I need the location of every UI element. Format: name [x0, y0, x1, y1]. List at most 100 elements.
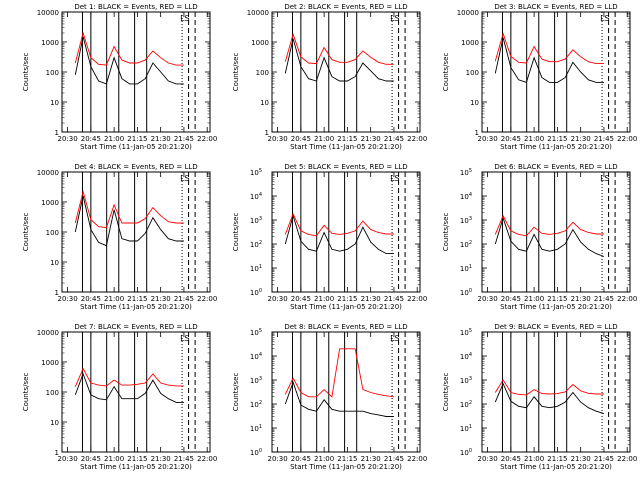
panel-title: Det 1: BLACK = Events, RED = LLD — [74, 3, 197, 11]
series-line-lld — [284, 32, 394, 65]
y-tick-label: 104 — [250, 192, 262, 201]
plot-frame — [61, 171, 211, 293]
y-tick-label: 1 — [265, 129, 269, 137]
y-tick-label: 100 — [460, 448, 472, 457]
y-tick-exponent: 5 — [469, 328, 472, 334]
y-tick-exponent: 4 — [469, 352, 472, 358]
y-tick-label: 103 — [460, 376, 472, 385]
x-tick-label: 21:30 — [361, 295, 381, 303]
panel-title: Det 6: BLACK = Events, RED = LLD — [494, 163, 617, 171]
series-line-lld — [74, 31, 184, 66]
x-tick-label: 22:00 — [407, 455, 427, 463]
y-tick-label: 10000 — [37, 329, 59, 337]
x-tick-label: 20:30 — [57, 135, 77, 143]
x-tick-label: 20:45 — [501, 295, 521, 303]
corner-tag: LS — [600, 174, 610, 183]
y-tick-label: 10000 — [247, 9, 269, 17]
x-tick-label: 21:30 — [361, 455, 381, 463]
y-tick-exponent: 1 — [469, 424, 472, 430]
x-tick-label: 21:00 — [524, 455, 544, 463]
x-tick-label: 22:00 — [407, 135, 427, 143]
y-tick-exponent: 0 — [259, 288, 262, 294]
y-tick-label: 100 — [466, 69, 479, 77]
x-tick-label: 21:15 — [337, 295, 357, 303]
panel-title: Det 3: BLACK = Events, RED = LLD — [494, 3, 617, 11]
corner-tag: LS — [390, 334, 400, 343]
panel-8: Det 8: BLACK = Events, RED = LLDLS100101… — [232, 323, 427, 471]
y-tick-label: 100 — [46, 229, 59, 237]
x-tick-label: 21:00 — [104, 135, 124, 143]
x-tick-label: 21:00 — [314, 455, 334, 463]
plot-frame — [61, 331, 211, 453]
x-axis-label: Start Time (11-Jan-05 20:21:20) — [290, 303, 402, 311]
y-tick-label: 10 — [50, 99, 59, 107]
x-tick-label: 20:30 — [57, 455, 77, 463]
x-tick-label: 21:00 — [104, 295, 124, 303]
panel-title: Det 2: BLACK = Events, RED = LLD — [284, 3, 407, 11]
x-tick-label: 21:15 — [127, 135, 147, 143]
x-axis-label: Start Time (11-Jan-05 20:21:20) — [290, 143, 402, 151]
y-tick-exponent: 2 — [469, 240, 472, 246]
x-tick-label: 21:00 — [314, 135, 334, 143]
corner-tag: LS — [600, 14, 610, 23]
panel-title: Det 7: BLACK = Events, RED = LLD — [74, 323, 197, 331]
y-tick-label: 1000 — [41, 359, 59, 367]
y-tick-label: 100 — [256, 69, 269, 77]
x-tick-label: 22:00 — [617, 295, 637, 303]
x-tick-label: 21:45 — [594, 455, 614, 463]
y-tick-label: 10000 — [457, 9, 479, 17]
plot-frame — [481, 11, 631, 133]
panel-title: Det 5: BLACK = Events, RED = LLD — [284, 163, 407, 171]
series-line-events — [284, 380, 394, 417]
x-axis-label: Start Time (11-Jan-05 20:21:20) — [500, 143, 612, 151]
corner-tag: LS — [390, 14, 400, 23]
corner-tag: LS — [180, 174, 190, 183]
x-tick-label: 21:45 — [384, 135, 404, 143]
x-tick-label: 21:00 — [524, 135, 544, 143]
series-line-events — [284, 214, 394, 255]
y-tick-label: 10 — [50, 419, 59, 427]
x-tick-label: 20:45 — [501, 455, 521, 463]
x-tick-label: 20:30 — [477, 455, 497, 463]
y-tick-exponent: 3 — [259, 216, 262, 222]
y-tick-label: 10 — [470, 99, 479, 107]
y-axis-label: Counts/sec — [22, 373, 30, 412]
x-tick-label: 21:45 — [174, 295, 194, 303]
y-tick-exponent: 2 — [469, 400, 472, 406]
y-tick-label: 1000 — [41, 39, 59, 47]
panel-6: Det 6: BLACK = Events, RED = LLDLS100101… — [442, 163, 637, 311]
x-tick-label: 21:15 — [547, 295, 567, 303]
y-tick-exponent: 0 — [259, 448, 262, 454]
panel-title: Det 4: BLACK = Events, RED = LLD — [74, 163, 197, 171]
y-tick-exponent: 4 — [469, 192, 472, 198]
x-tick-label: 21:30 — [151, 295, 171, 303]
x-tick-label: 21:00 — [524, 295, 544, 303]
y-tick-exponent: 4 — [259, 192, 262, 198]
panel-1: Det 1: BLACK = Events, RED = LLD LS 1 10 100… — [22, 3, 217, 151]
x-tick-label: 20:45 — [81, 295, 101, 303]
series-line-lld — [284, 348, 394, 398]
y-tick-exponent: 4 — [259, 352, 262, 358]
y-tick-label: 1000 — [251, 39, 269, 47]
x-tick-label: 21:45 — [174, 135, 194, 143]
x-tick-label: 21:45 — [594, 135, 614, 143]
series-line-lld — [284, 212, 394, 237]
y-tick-exponent: 5 — [469, 168, 472, 174]
series-line-events — [284, 38, 394, 82]
panel-title: Det 9: BLACK = Events, RED = LLD — [494, 323, 617, 331]
y-tick-exponent: 5 — [259, 328, 262, 334]
series-line-events — [74, 36, 184, 85]
corner-tag: LS — [600, 334, 610, 343]
series-line-lld — [494, 379, 604, 396]
y-tick-label: 1000 — [41, 199, 59, 207]
panel-4: Det 4: BLACK = Events, RED = LLD LS 1 10 100… — [22, 163, 217, 311]
x-tick-label: 20:30 — [267, 455, 287, 463]
x-tick-label: 20:45 — [291, 295, 311, 303]
x-tick-label: 21:00 — [314, 295, 334, 303]
y-tick-label: 104 — [460, 192, 472, 201]
x-axis-label: Start Time (11-Jan-05 20:21:20) — [500, 303, 612, 311]
x-tick-label: 21:30 — [571, 295, 591, 303]
x-tick-label: 22:00 — [617, 135, 637, 143]
y-tick-label: 101 — [250, 264, 262, 273]
